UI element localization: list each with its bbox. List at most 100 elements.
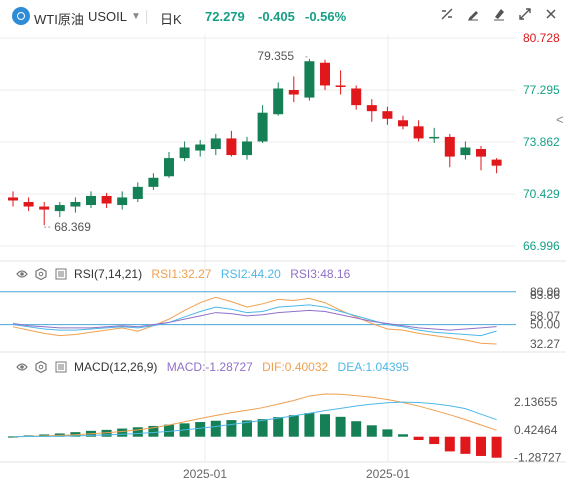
candle (491, 159, 502, 166)
price-change: -0.405 (258, 9, 295, 24)
symbol-logo-icon (12, 7, 30, 25)
candle (288, 90, 299, 95)
rsi-line-rsi2 (12, 304, 497, 337)
macd-bar (117, 428, 128, 437)
macd-bar (366, 425, 377, 437)
eye-icon[interactable] (16, 361, 28, 373)
dif-value: DIF:0.40032 (262, 360, 329, 374)
price-axis-label: 80.728 (523, 31, 560, 45)
rsi-line-rsi1 (12, 296, 497, 345)
period-selector[interactable]: 日K (160, 12, 182, 27)
candle (476, 149, 486, 157)
candle (304, 61, 315, 98)
gridlines (0, 34, 566, 463)
candle (366, 105, 377, 112)
symbol-name[interactable]: WTI原油 (34, 12, 84, 27)
indicator-menu-icon[interactable] (55, 268, 67, 280)
eye-icon[interactable] (16, 268, 28, 280)
rsi-axis-label: 80.00 (530, 285, 560, 299)
macd-bar (335, 416, 346, 437)
macd-value: MACD:-1.28727 (166, 360, 253, 374)
candle (226, 138, 237, 156)
dea-value: DEA:1.04395 (337, 360, 409, 374)
macd-axis-label: -1.28727 (514, 451, 562, 465)
rsi-axis-label: 50.00 (530, 318, 560, 332)
indicator-settings-icon[interactable] (436, 7, 458, 27)
macd-bar (444, 436, 455, 452)
macd-bar (273, 417, 284, 437)
collapse-panel-icon[interactable]: < (556, 112, 564, 127)
settings-icon[interactable] (35, 361, 47, 373)
rsi2-value: RSI2:44.20 (220, 267, 281, 281)
pencil-icon[interactable] (462, 7, 484, 27)
macd-line-dea (12, 401, 497, 438)
candle (195, 144, 206, 151)
candle (23, 202, 34, 207)
candle (8, 197, 18, 201)
candle (351, 88, 362, 106)
rsi-label: RSI(7,14,21) (74, 267, 143, 281)
macd-bar (304, 413, 315, 437)
candle (335, 85, 346, 87)
rsi-line-rsi3 (12, 309, 497, 331)
macd-bar (164, 424, 174, 437)
rsi3-value: RSI3:48.16 (290, 267, 351, 281)
candle (429, 136, 440, 139)
macd-panel[interactable] (8, 393, 502, 458)
rsi-axis-label: 83.86 (530, 288, 560, 302)
macd-bar (288, 415, 299, 437)
rsi-panel[interactable] (0, 291, 516, 345)
macd-bar (476, 436, 486, 456)
axis-labels: 80.728 77.295 73.862 70.429 66.996 80.0083.86… (183, 31, 562, 481)
macd-bar (351, 421, 362, 437)
macd-bar (132, 427, 143, 437)
macd-bar (257, 419, 268, 437)
price-axis-label: 70.429 (523, 187, 560, 201)
candle (210, 138, 221, 150)
header-divider (146, 10, 147, 24)
settings-icon[interactable] (35, 268, 47, 280)
macd-bar (242, 420, 252, 437)
symbol-code[interactable]: USOIL (88, 9, 128, 24)
candle (39, 206, 50, 210)
draw-icon[interactable] (488, 7, 510, 27)
macd-bar (195, 422, 206, 437)
candle (273, 88, 284, 115)
macd-bar (429, 436, 440, 445)
collapse-glyph: < (556, 112, 564, 127)
macd-bar (8, 436, 18, 438)
candle (460, 147, 471, 156)
candle (320, 62, 330, 86)
price-axis-label: 77.295 (523, 83, 560, 97)
symbol-dropdown-icon[interactable]: ▼ (131, 11, 141, 22)
candle (132, 186, 143, 199)
macd-bar (148, 425, 159, 437)
candle (257, 112, 268, 142)
macd-bar (460, 436, 471, 454)
last-price: 72.279 (205, 9, 245, 24)
low-annotation: 68.369 (54, 220, 91, 234)
macd-legend: MACD(12,26,9) MACD:-1.28727 DIF:0.40032 … (16, 360, 415, 374)
indicator-menu-icon[interactable] (55, 361, 67, 373)
candle (179, 147, 190, 159)
candle (101, 195, 112, 204)
rsi1-value: RSI1:32.27 (151, 267, 212, 281)
macd-line-dif (12, 393, 497, 438)
x-axis-label: 2025-01 (366, 467, 410, 481)
fullscreen-icon[interactable] (514, 7, 536, 27)
rsi-legend: RSI(7,14,21) RSI1:32.27 RSI2:44.20 RSI3:… (16, 267, 356, 281)
macd-axis-label: 0.42464 (514, 423, 558, 437)
candle (117, 197, 128, 206)
candle (70, 202, 81, 207)
price-panel[interactable]: 79.355 68.369 (8, 49, 502, 234)
candle (444, 136, 455, 157)
close-icon[interactable] (540, 7, 562, 27)
candle (242, 141, 252, 156)
candle (148, 177, 159, 187)
macd-label: MACD(12,26,9) (74, 360, 158, 374)
macd-bar (398, 434, 408, 437)
rsi-axis-label: 32.27 (530, 337, 560, 351)
macd-bar (210, 420, 221, 437)
high-annotation: 79.355 (257, 49, 294, 63)
